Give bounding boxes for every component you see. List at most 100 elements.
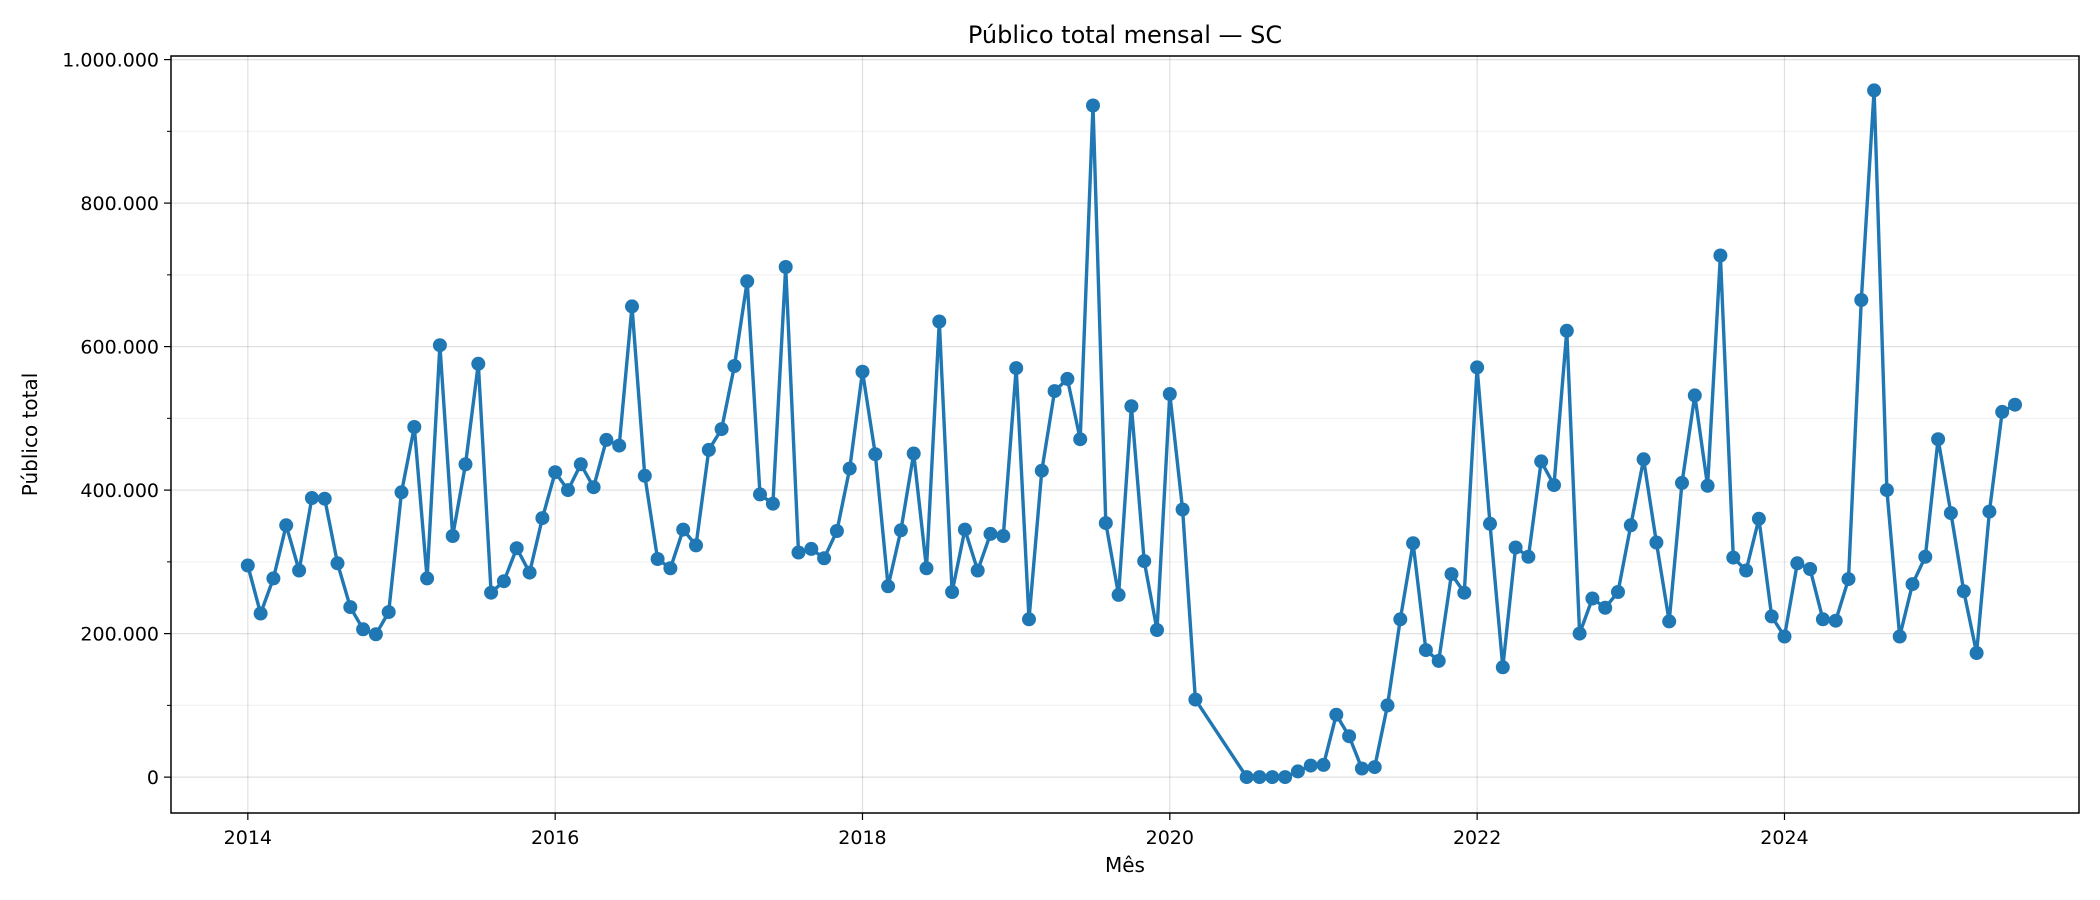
- data-point: [1406, 536, 1421, 551]
- data-point: [778, 260, 793, 274]
- data-point: [1969, 646, 1984, 660]
- data-point: [2008, 397, 2022, 412]
- data-point: [1009, 361, 1024, 376]
- data-point: [970, 563, 985, 578]
- data-point: [855, 364, 870, 379]
- data-point: [650, 552, 665, 566]
- data-point: [1470, 360, 1485, 375]
- data-point: [1354, 761, 1369, 776]
- data-point: [1098, 516, 1113, 531]
- data-point: [1316, 757, 1331, 772]
- data-point: [1931, 432, 1946, 447]
- y-tick-label: 800.000: [80, 193, 159, 215]
- data-point: [381, 605, 396, 620]
- data-point: [1162, 387, 1177, 401]
- data-point: [420, 571, 435, 586]
- x-tick-label: 2020: [1146, 827, 1194, 849]
- data-point: [394, 485, 409, 500]
- data-point: [637, 468, 652, 483]
- data-point: [586, 480, 601, 495]
- data-point: [1982, 504, 1997, 519]
- x-tick-label: 2024: [1760, 827, 1808, 849]
- data-point: [1662, 614, 1677, 629]
- data-point: [1137, 554, 1152, 569]
- data-point: [1239, 770, 1254, 785]
- data-point: [330, 556, 345, 571]
- data-point: [1636, 452, 1651, 467]
- data-point: [1380, 698, 1395, 713]
- grid-lines: [171, 56, 2079, 813]
- data-point: [1739, 563, 1754, 578]
- data-point: [663, 561, 678, 576]
- series-line: [246, 88, 2017, 779]
- data-point: [1342, 729, 1357, 744]
- data-point: [1086, 98, 1100, 113]
- data-point: [1867, 83, 1882, 98]
- data-point: [906, 446, 921, 461]
- data-point: [1483, 516, 1497, 531]
- data-point: [548, 465, 563, 480]
- data-point: [1457, 585, 1472, 600]
- data-point: [573, 457, 588, 472]
- y-tick-label: 0: [147, 767, 159, 789]
- data-point: [1892, 629, 1907, 644]
- data-point: [1111, 587, 1126, 602]
- data-point: [1598, 600, 1613, 615]
- data-point: [625, 299, 639, 314]
- data-point: [1495, 660, 1510, 675]
- plot-frame: [170, 55, 2080, 814]
- data-point: [1611, 585, 1625, 599]
- data-point: [1124, 399, 1139, 414]
- data-point: [1431, 653, 1446, 668]
- data-point: [1995, 404, 2010, 419]
- data-point: [1278, 770, 1293, 785]
- data-point: [561, 483, 575, 498]
- data-point: [1815, 612, 1830, 627]
- data-point: [522, 565, 537, 580]
- data-point: [458, 457, 473, 472]
- data-point: [791, 545, 806, 560]
- data-point: [727, 359, 742, 373]
- data-point: [1918, 549, 1933, 564]
- data-point: [1303, 758, 1318, 773]
- data-point: [945, 585, 960, 599]
- data-point: [471, 356, 486, 371]
- x-tick-label: 2022: [1453, 827, 1501, 849]
- data-point: [1188, 692, 1203, 707]
- data-point: [1252, 770, 1267, 785]
- data-point: [1585, 591, 1600, 606]
- data-point: [1060, 371, 1075, 386]
- data-point: [1777, 629, 1792, 644]
- series-layer: [240, 83, 2022, 785]
- data-point: [765, 496, 780, 511]
- data-point: [1290, 764, 1305, 779]
- data-point: [1879, 483, 1894, 498]
- data-point: [612, 438, 627, 453]
- data-point: [509, 541, 524, 556]
- data-point: [868, 447, 883, 462]
- x-axis-title: Mês: [1105, 853, 1145, 877]
- data-point: [1649, 535, 1664, 550]
- chart-title: Público total mensal — SC: [968, 21, 1282, 49]
- data-point: [1572, 626, 1587, 641]
- data-point: [829, 524, 844, 538]
- data-point: [407, 420, 422, 434]
- data-point: [266, 571, 281, 586]
- data-point: [279, 518, 294, 533]
- data-point: [1521, 549, 1536, 564]
- data-point: [1764, 609, 1779, 624]
- data-point: [1687, 388, 1702, 403]
- data-point: [817, 551, 832, 566]
- data-point: [932, 314, 947, 329]
- axis-ticks: 0 200.000 400.000 600.000 800.000 1.000.000 20…: [62, 50, 1808, 849]
- data-point: [1547, 478, 1561, 493]
- data-point: [740, 274, 755, 289]
- data-point: [1943, 506, 1958, 521]
- y-tick-label: 200.000: [80, 624, 159, 646]
- data-point: [983, 526, 998, 541]
- data-point: [1367, 760, 1382, 775]
- data-point: [893, 523, 908, 538]
- data-point: [1828, 613, 1843, 628]
